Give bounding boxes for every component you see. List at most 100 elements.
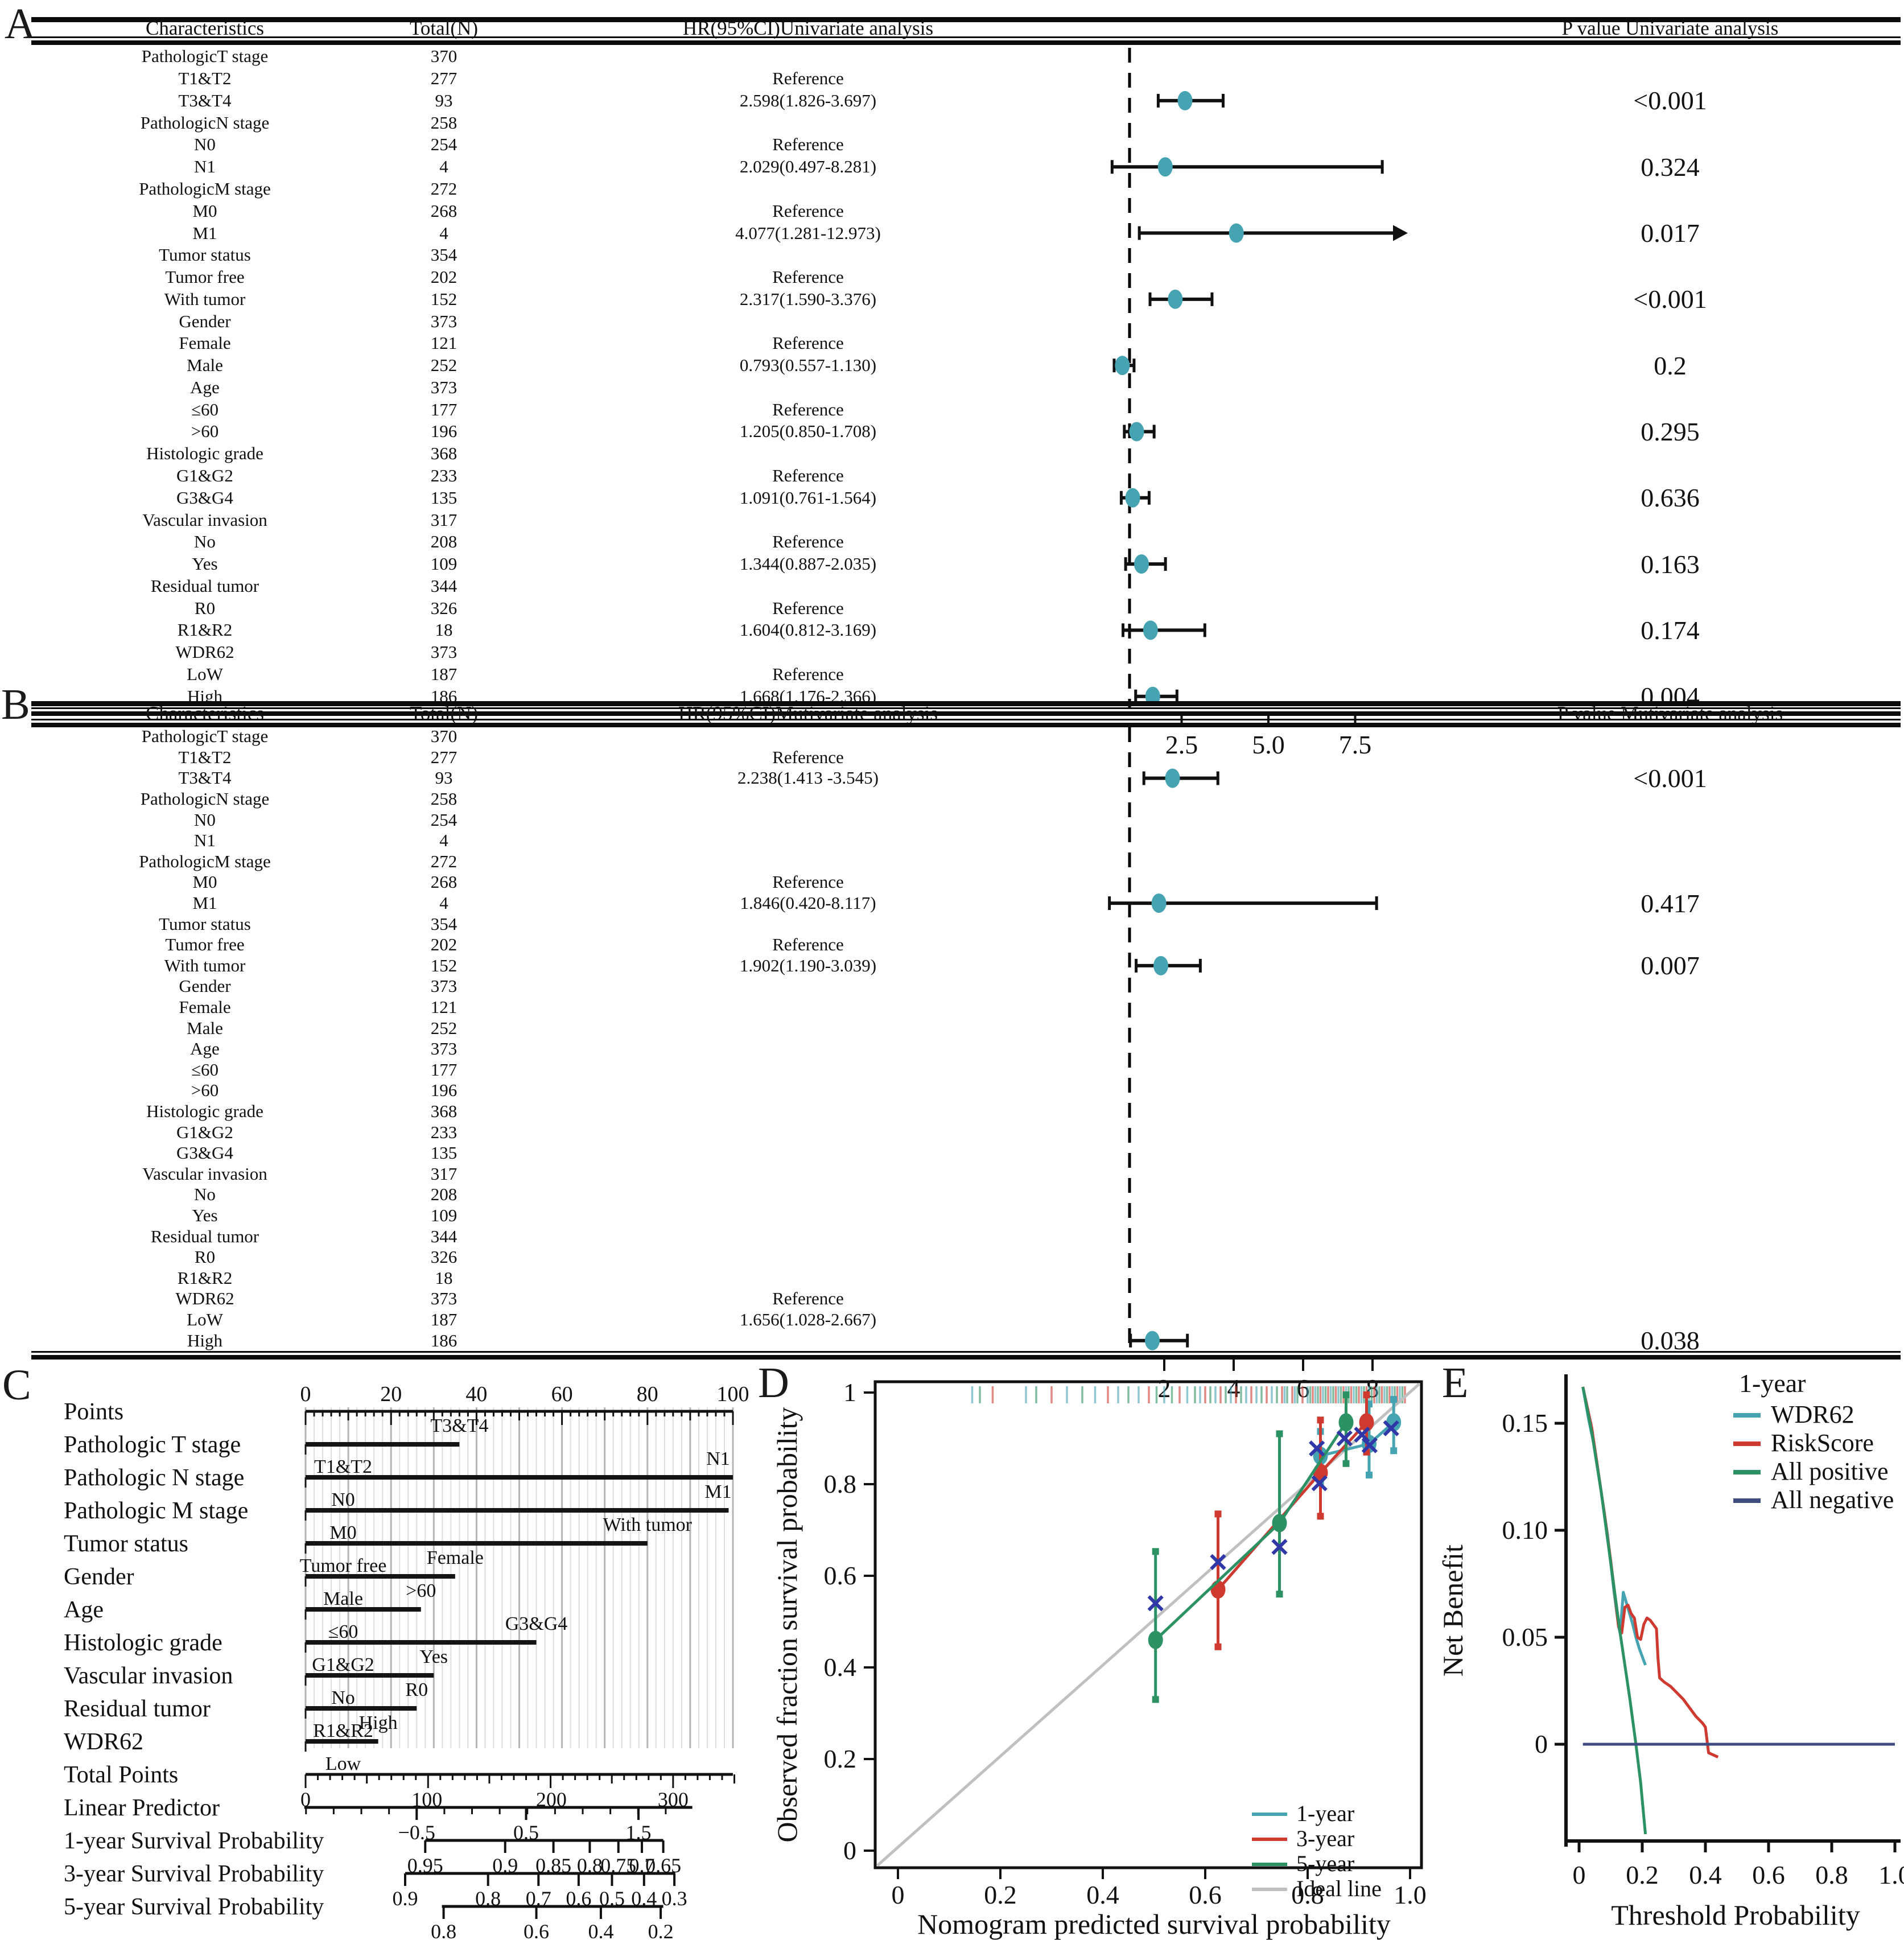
y-tick-label: 0.05 bbox=[1502, 1622, 1548, 1651]
col-header-total: Total(N) bbox=[409, 702, 478, 724]
legend-item-label: All negative bbox=[1771, 1486, 1894, 1514]
row-total: 18 bbox=[435, 1267, 453, 1288]
nomogram-tick-label: 20 bbox=[380, 1382, 402, 1406]
nomogram-row-label: 3-year Survival Probability bbox=[64, 1861, 324, 1887]
x-marker bbox=[1336, 1430, 1353, 1447]
table-row: Gender 373 bbox=[0, 310, 1904, 332]
table-rule-bottom-thick bbox=[31, 1355, 1901, 1360]
row-hr: 2.029(0.497-8.281) bbox=[739, 156, 877, 177]
table-row: PathologicN stage 258 bbox=[0, 112, 1904, 134]
row-hr: Reference bbox=[772, 466, 844, 485]
row-total: 152 bbox=[430, 289, 458, 309]
error-bar-cap bbox=[1317, 1416, 1324, 1424]
row-characteristic: WDR62 bbox=[175, 642, 234, 662]
nomogram-row-label: Gender bbox=[64, 1564, 134, 1590]
table-row: T1&T2 277 Reference bbox=[0, 68, 1904, 90]
y-tick-label: 1 bbox=[843, 1378, 856, 1407]
legend-title: 1-year bbox=[1739, 1369, 1806, 1398]
row-characteristic: Age bbox=[190, 1039, 220, 1059]
row-total: 177 bbox=[430, 399, 458, 419]
table-row: High 186 0.038 bbox=[0, 1326, 1904, 1355]
row-characteristic: Gender bbox=[179, 976, 231, 996]
table-row: Age 373 bbox=[0, 377, 1904, 399]
row-characteristic: N1 bbox=[194, 156, 216, 177]
row-total: 258 bbox=[430, 789, 458, 809]
x-marker bbox=[1354, 1426, 1370, 1443]
row-total: 344 bbox=[430, 575, 458, 596]
row-total: 18 bbox=[435, 620, 453, 640]
row-hr: 2.317(1.590-3.376) bbox=[739, 289, 877, 309]
table-row: Male 252 bbox=[0, 1018, 1904, 1039]
nomogram-value-label-left: G1&G2 bbox=[312, 1654, 374, 1675]
error-bar-cap bbox=[1276, 1430, 1283, 1438]
table-row: High 186 1.668(1.176-2.366) 0.004 bbox=[0, 682, 1904, 711]
row-total: 354 bbox=[430, 913, 458, 934]
table-row: T1&T2 277 Reference bbox=[0, 747, 1904, 768]
table-row: Female 121 Reference bbox=[0, 332, 1904, 355]
row-hr: 1.604(0.812-3.169) bbox=[739, 620, 877, 640]
table-row: PathologicM stage 272 bbox=[0, 178, 1904, 200]
table-rule-top bbox=[31, 701, 1901, 706]
table-row: Tumor status 354 bbox=[0, 244, 1904, 266]
x-tick-label: 0 bbox=[892, 1880, 905, 1909]
col-header-hr: HR(95%CI)Mutivariate analysis bbox=[678, 702, 938, 724]
row-total: 187 bbox=[430, 1309, 458, 1330]
row-hr: 1.205(0.850-1.708) bbox=[739, 421, 877, 442]
nomogram-tick-label: 80 bbox=[637, 1382, 658, 1406]
row-total: 373 bbox=[430, 311, 458, 331]
x-marker bbox=[1311, 1475, 1328, 1492]
panel-label-b: B bbox=[1, 681, 30, 728]
nomogram-tick-label: 0 bbox=[300, 1788, 311, 1811]
table-row: R1&R2 18 bbox=[0, 1268, 1904, 1289]
calibration-point bbox=[1338, 1413, 1354, 1432]
error-bar-cap bbox=[1366, 1471, 1373, 1478]
axis-tick-label: 5.0 bbox=[1252, 730, 1285, 759]
x-tick-label: 0.6 bbox=[1752, 1860, 1785, 1889]
row-characteristic: Yes bbox=[192, 554, 218, 574]
y-tick-label: 0 bbox=[1535, 1729, 1548, 1758]
row-pvalue: 0.017 bbox=[1641, 219, 1700, 248]
error-bar-cap bbox=[1214, 1510, 1222, 1518]
row-pvalue: <0.001 bbox=[1633, 285, 1707, 314]
nomogram-value-label-right: N1 bbox=[706, 1448, 730, 1469]
forest-point bbox=[1129, 422, 1144, 442]
table-row: Female 121 bbox=[0, 997, 1904, 1018]
nomogram-value-label-right: >60 bbox=[406, 1580, 436, 1601]
table-row: WDR62 373 bbox=[0, 641, 1904, 664]
col-header-pvalue: P value Mutivariate analysis bbox=[1557, 702, 1783, 724]
axis-tick-label: 7.5 bbox=[1339, 730, 1372, 759]
row-characteristic: Histologic grade bbox=[146, 1101, 263, 1122]
row-total: 370 bbox=[430, 726, 458, 747]
row-total: 109 bbox=[430, 554, 458, 574]
row-characteristic: PathologicT stage bbox=[141, 726, 269, 747]
forest-point bbox=[1229, 223, 1244, 243]
row-hr: Reference bbox=[772, 1288, 844, 1309]
row-hr: 1.091(0.761-1.564) bbox=[739, 487, 877, 508]
row-characteristic: N0 bbox=[194, 134, 216, 155]
row-total: 233 bbox=[430, 466, 458, 485]
forest-point bbox=[1151, 893, 1167, 913]
legend-item-label: 5-year bbox=[1296, 1851, 1354, 1876]
nomogram-value-label-left: T1&T2 bbox=[314, 1456, 372, 1477]
y-tick-label: 0.15 bbox=[1502, 1408, 1548, 1438]
x-tick-label: 1.0 bbox=[1878, 1860, 1904, 1889]
y-tick-label: 0.10 bbox=[1502, 1515, 1548, 1544]
row-hr: 1.656(1.028-2.667) bbox=[739, 1309, 877, 1330]
nomogram-row-label: 5-year Survival Probability bbox=[64, 1894, 324, 1920]
row-pvalue: 0.2 bbox=[1654, 351, 1687, 380]
nomogram-row-label: 1-year Survival Probability bbox=[64, 1828, 324, 1854]
row-characteristic: PathologicM stage bbox=[139, 178, 271, 199]
x-tick-label: 0.8 bbox=[1815, 1860, 1848, 1889]
row-characteristic: M1 bbox=[192, 893, 217, 913]
nomogram-tick-label: 60 bbox=[551, 1382, 573, 1406]
nomogram-value-label-right: G3&G4 bbox=[505, 1613, 568, 1634]
forest-point bbox=[1145, 1331, 1160, 1350]
table-row: PathologicN stage 258 bbox=[0, 789, 1904, 810]
row-characteristic: G3&G4 bbox=[176, 1143, 233, 1163]
row-hr: Reference bbox=[772, 399, 844, 419]
table-row: Male 252 0.793(0.557-1.130) 0.2 bbox=[0, 351, 1904, 380]
row-characteristic: Residual tumor bbox=[150, 575, 259, 596]
